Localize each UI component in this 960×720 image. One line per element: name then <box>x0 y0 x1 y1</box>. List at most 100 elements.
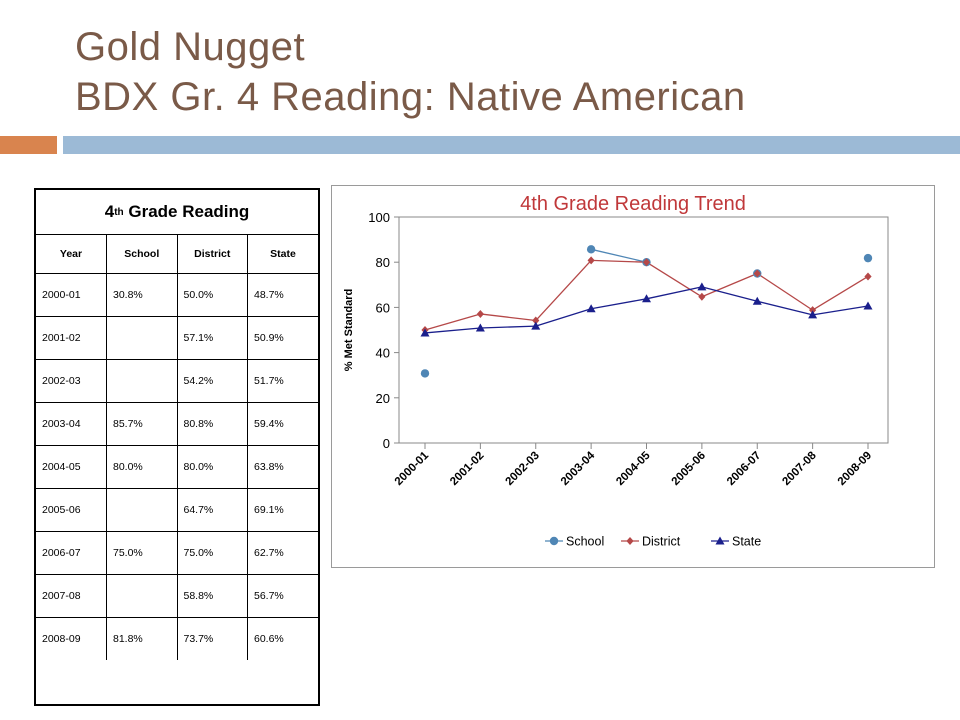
series-line-state <box>591 298 647 310</box>
table-cell: 2006-07 <box>36 531 107 575</box>
data-point-district <box>532 316 540 325</box>
data-point-school <box>863 253 873 263</box>
data-point-school <box>586 245 596 254</box>
series-line-district <box>701 272 758 298</box>
data-point-district <box>587 256 595 265</box>
table-cell: 51.7% <box>247 359 318 403</box>
data-point-state <box>531 321 541 330</box>
data-point-district <box>864 272 872 281</box>
table-cell: 30.8% <box>106 273 178 317</box>
title-line-2: BDX Gr. 4 Reading: Native American <box>75 75 746 119</box>
data-point-state <box>475 323 485 332</box>
x-tick-label: 2001-02 <box>448 450 486 488</box>
x-tick-label: 2007-08 <box>780 449 819 488</box>
data-point-school <box>420 369 430 378</box>
line-chart: 4th Grade Reading Trend 0 20 40 60 80 100 % Met… <box>343 193 889 549</box>
y-tick-label: 80 <box>376 255 390 270</box>
chart-panel: 4th Grade Reading Trend 0 20 40 60 80 100 % Met… <box>331 185 935 568</box>
table-cell: 64.7% <box>177 488 248 532</box>
table-heading-num: 4 <box>104 202 115 221</box>
table-body: 2000-01 30.8% 50.0% 48.7% 2001-02 57.1% 50.9% 2… <box>36 273 318 660</box>
x-tick-label: 2003-04 <box>559 449 598 488</box>
legend-label-school: School <box>566 535 604 549</box>
data-point-district <box>809 306 817 315</box>
chart-title: 4th Grade Reading Trend <box>520 193 746 215</box>
y-tick-label: 40 <box>376 346 390 361</box>
x-tick-label: 2002-03 <box>504 450 542 488</box>
slide-title: Gold Nugget BDX Gr. 4 Reading: Native Am… <box>75 22 746 122</box>
accent-bar-blue <box>63 136 960 154</box>
table-row: 2002-03 54.2% 51.7% <box>36 359 318 403</box>
table-cell: 2007-08 <box>36 574 107 618</box>
table-cell <box>106 316 178 360</box>
table-cell: 80.0% <box>177 445 248 489</box>
series-line-district <box>591 259 647 263</box>
table-heading-sup: th <box>114 206 124 218</box>
data-point-district <box>698 292 706 301</box>
table-cell: 81.8% <box>106 617 178 660</box>
data-point-district <box>642 258 651 267</box>
series-line-state <box>701 286 758 302</box>
series-line-district <box>480 313 536 322</box>
table-cell: 2003-04 <box>36 402 107 446</box>
table-row: 2005-06 64.7% 69.1% <box>36 488 318 532</box>
y-axis-label: % Met Standard <box>343 289 355 372</box>
column-header-district: District <box>177 235 248 274</box>
series-line-state <box>480 325 536 329</box>
y-tick-label: 0 <box>383 436 390 451</box>
data-point-state <box>586 304 596 313</box>
data-point-state <box>863 301 873 310</box>
data-point-state <box>808 310 818 319</box>
table-cell: 85.7% <box>106 402 178 446</box>
table-cell: 60.6% <box>254 633 284 645</box>
x-tick-label: 2005-06 <box>670 450 708 488</box>
table-row: 2006-07 75.0% 75.0% 62.7% <box>36 531 318 575</box>
y-tick-label: 60 <box>376 300 390 315</box>
series-line-district <box>535 259 592 321</box>
table-row: 2007-08 58.8% 56.7% <box>36 574 318 618</box>
table-cell: 57.1% <box>177 316 248 360</box>
column-header-state: State <box>247 235 318 274</box>
table-row: 2008-09 81.8% 73.7% 60.6% <box>36 617 318 660</box>
table-heading-text: Grade Reading <box>123 202 250 221</box>
table-cell: 2002-03 <box>36 359 107 403</box>
x-tick-label: 2006-07 <box>725 450 763 488</box>
column-header-school: School <box>106 235 178 274</box>
table-cell <box>106 359 178 403</box>
table-cell: 63.8% <box>247 445 318 489</box>
data-point-state <box>642 294 651 303</box>
table-row: 2004-05 80.0% 80.0% 63.8% <box>36 445 318 489</box>
series-line-district <box>646 261 703 298</box>
data-point-state <box>715 536 725 545</box>
table-cell <box>106 574 178 618</box>
table-row: 2003-04 85.7% 80.8% 59.4% <box>36 402 318 446</box>
series-line-state <box>535 308 592 327</box>
table-cell: 80.8% <box>177 402 248 446</box>
x-tick-label: 2004-05 <box>614 449 653 488</box>
table-cell: 2008-09 <box>36 617 107 660</box>
series-line-state <box>424 327 481 334</box>
title-line-1: Gold Nugget <box>75 25 306 69</box>
table-cell: 75.0% <box>106 531 178 575</box>
table-cell: 62.7% <box>247 531 318 575</box>
table-cell: 48.7% <box>247 273 318 317</box>
table-cell: 2005-06 <box>36 488 107 532</box>
data-point-district <box>626 537 634 545</box>
table-cell: 75.0% <box>177 531 248 575</box>
table-cell: 50.9% <box>247 316 318 360</box>
y-tick-label: 100 <box>368 210 390 225</box>
table-cell: 54.2% <box>177 359 248 403</box>
table-cell: 2001-02 <box>36 316 107 360</box>
series-line-district <box>756 272 813 311</box>
legend-label-state: State <box>732 535 761 549</box>
table-cell: 59.4% <box>247 402 318 446</box>
series-line-state <box>757 300 813 316</box>
data-point-state <box>752 296 762 305</box>
data-point-district <box>476 309 484 318</box>
data-table: Year School District State 2000-01 30.8% 50.0… <box>36 235 318 660</box>
accent-bar-orange <box>0 136 57 154</box>
table-cell: 2004-05 <box>36 445 107 489</box>
table-cell <box>106 488 178 532</box>
